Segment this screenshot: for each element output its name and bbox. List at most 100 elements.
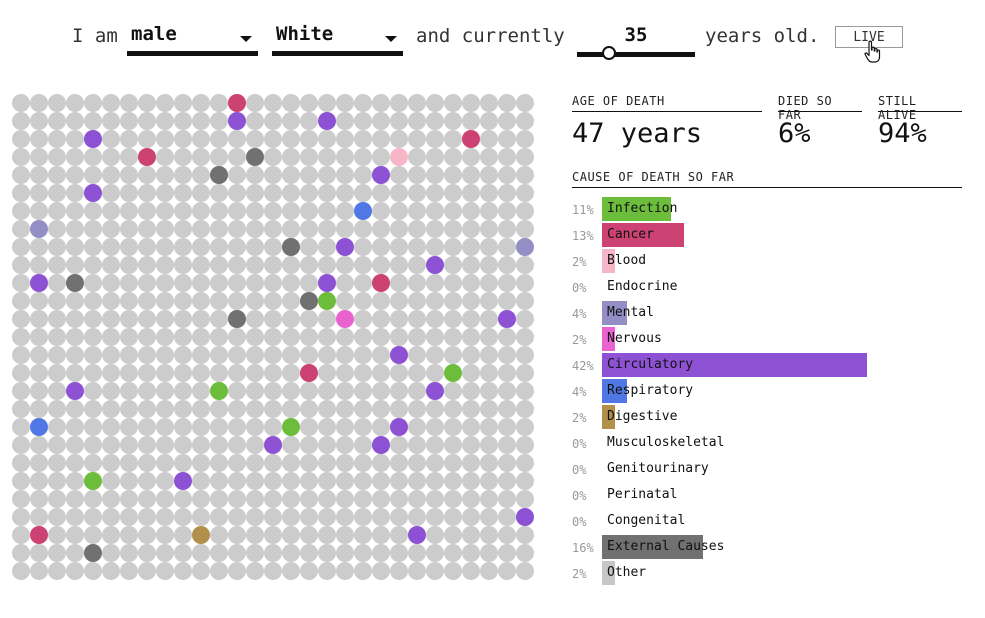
alive-person-dot	[480, 346, 498, 364]
alive-person-dot	[156, 112, 174, 130]
alive-person-dot	[66, 436, 84, 454]
alive-person-dot	[138, 544, 156, 562]
alive-person-dot	[12, 292, 30, 310]
alive-person-dot	[372, 130, 390, 148]
alive-person-dot	[336, 544, 354, 562]
alive-person-dot	[336, 94, 354, 112]
chevron-down-icon	[240, 36, 252, 42]
alive-person-dot	[120, 130, 138, 148]
alive-person-dot	[372, 94, 390, 112]
alive-person-dot	[246, 166, 264, 184]
dead-person-dot	[390, 418, 408, 436]
race-select[interactable]: White	[272, 22, 403, 56]
alive-person-dot	[12, 274, 30, 292]
alive-person-dot	[354, 418, 372, 436]
alive-person-dot	[84, 112, 102, 130]
alive-person-dot	[300, 472, 318, 490]
age-slider-track[interactable]	[577, 52, 695, 57]
alive-person-dot	[12, 220, 30, 238]
alive-person-dot	[498, 562, 516, 580]
alive-person-dot	[48, 508, 66, 526]
alive-person-dot	[120, 256, 138, 274]
cause-percent: 0%	[572, 515, 587, 529]
alive-person-dot	[66, 562, 84, 580]
alive-person-dot	[30, 382, 48, 400]
alive-person-dot	[264, 346, 282, 364]
cause-percent: 0%	[572, 281, 587, 295]
alive-person-dot	[84, 454, 102, 472]
alive-person-dot	[282, 148, 300, 166]
alive-person-dot	[300, 562, 318, 580]
alive-person-dot	[516, 148, 534, 166]
alive-person-dot	[228, 130, 246, 148]
cause-percent: 4%	[572, 307, 587, 321]
alive-person-dot	[390, 184, 408, 202]
alive-person-dot	[372, 220, 390, 238]
alive-person-dot	[354, 526, 372, 544]
alive-person-dot	[192, 202, 210, 220]
alive-person-dot	[282, 472, 300, 490]
alive-person-dot	[120, 94, 138, 112]
alive-person-dot	[336, 256, 354, 274]
dead-person-dot	[426, 382, 444, 400]
age-value: 35	[624, 24, 648, 46]
dead-person-dot	[30, 274, 48, 292]
alive-person-dot	[174, 130, 192, 148]
alive-person-dot	[66, 472, 84, 490]
cause-bar	[602, 353, 867, 377]
alive-person-dot	[84, 148, 102, 166]
alive-person-dot	[84, 220, 102, 238]
alive-person-dot	[372, 184, 390, 202]
alive-person-dot	[282, 382, 300, 400]
alive-person-dot	[84, 274, 102, 292]
alive-person-dot	[156, 310, 174, 328]
alive-person-dot	[174, 364, 192, 382]
cause-percent: 2%	[572, 333, 587, 347]
alive-person-dot	[210, 94, 228, 112]
alive-person-dot	[66, 490, 84, 508]
alive-person-dot	[120, 112, 138, 130]
alive-person-dot	[174, 346, 192, 364]
alive-person-dot	[120, 436, 138, 454]
alive-person-dot	[264, 292, 282, 310]
alive-person-dot	[408, 166, 426, 184]
alive-person-dot	[30, 454, 48, 472]
cause-name: Mental	[607, 305, 654, 320]
dead-person-dot	[246, 148, 264, 166]
alive-person-dot	[174, 328, 192, 346]
alive-person-dot	[426, 454, 444, 472]
alive-person-dot	[120, 544, 138, 562]
alive-person-dot	[336, 220, 354, 238]
age-slider-handle[interactable]	[601, 46, 616, 60]
alive-person-dot	[138, 436, 156, 454]
cause-name: Respiratory	[607, 383, 694, 398]
alive-person-dot	[210, 292, 228, 310]
cause-row-blood: 2% Blood	[572, 249, 982, 275]
alive-person-dot	[120, 490, 138, 508]
alive-person-dot	[354, 292, 372, 310]
cause-name: Musculoskeletal	[607, 435, 725, 450]
alive-person-dot	[264, 184, 282, 202]
alive-person-dot	[210, 562, 228, 580]
cause-name: External Causes	[607, 539, 725, 554]
alive-person-dot	[480, 202, 498, 220]
alive-person-dot	[480, 364, 498, 382]
alive-person-dot	[318, 220, 336, 238]
alive-person-dot	[12, 202, 30, 220]
alive-person-dot	[516, 292, 534, 310]
alive-person-dot	[174, 166, 192, 184]
alive-person-dot	[390, 454, 408, 472]
alive-person-dot	[174, 274, 192, 292]
alive-person-dot	[444, 454, 462, 472]
alive-person-dot	[174, 526, 192, 544]
alive-person-dot	[444, 292, 462, 310]
alive-person-dot	[498, 346, 516, 364]
cause-bar	[602, 405, 615, 429]
sex-select[interactable]: male	[127, 22, 258, 56]
alive-person-dot	[138, 508, 156, 526]
cause-bar	[602, 561, 615, 585]
alive-person-dot	[228, 526, 246, 544]
alive-person-dot	[300, 202, 318, 220]
alive-person-dot	[12, 526, 30, 544]
alive-person-dot	[246, 508, 264, 526]
